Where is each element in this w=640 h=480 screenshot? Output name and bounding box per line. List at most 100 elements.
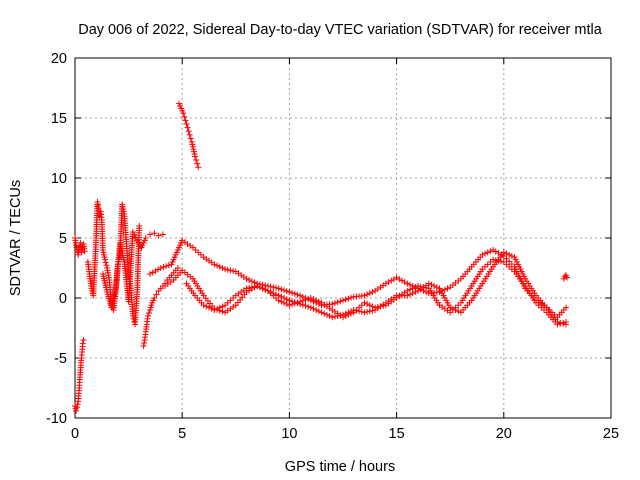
data-point xyxy=(366,308,373,315)
data-point xyxy=(214,262,221,269)
data-point xyxy=(340,311,346,318)
data-point xyxy=(216,263,223,270)
data-point xyxy=(182,117,189,124)
data-point xyxy=(564,274,571,281)
data-point xyxy=(159,231,166,238)
data-point xyxy=(94,199,101,205)
data-point xyxy=(74,401,81,408)
data-point xyxy=(425,280,432,287)
data-point xyxy=(79,340,86,347)
data-point xyxy=(297,292,304,299)
data-point xyxy=(140,343,147,349)
data-point xyxy=(412,289,419,295)
data-point xyxy=(185,128,192,135)
data-point xyxy=(393,274,400,281)
x-tick-label: 15 xyxy=(389,426,405,442)
data-point xyxy=(224,266,231,273)
data-point xyxy=(340,297,346,304)
data-point xyxy=(144,313,151,319)
data-point xyxy=(307,304,314,311)
data-point xyxy=(291,299,298,306)
data-point xyxy=(275,285,282,292)
data-point xyxy=(102,256,109,263)
data-point xyxy=(131,231,138,238)
y-tick-label: 0 xyxy=(59,291,67,307)
data-point xyxy=(345,295,352,302)
data-point xyxy=(348,308,355,315)
data-point xyxy=(428,281,435,288)
data-point xyxy=(342,310,349,317)
data-point xyxy=(80,337,87,343)
data-point xyxy=(329,314,336,321)
data-point xyxy=(281,287,288,294)
data-point xyxy=(145,310,152,316)
data-point xyxy=(396,276,403,283)
data-point xyxy=(356,308,363,315)
data-point xyxy=(492,248,499,255)
data-point xyxy=(270,284,277,291)
data-point xyxy=(310,296,317,303)
data-point xyxy=(361,299,368,306)
data-point xyxy=(503,255,510,262)
data-point xyxy=(331,313,338,320)
data-point xyxy=(305,303,312,310)
data-point xyxy=(129,229,136,235)
data-point xyxy=(251,283,258,290)
data-point xyxy=(141,340,148,346)
data-point xyxy=(165,262,172,269)
data-point xyxy=(390,276,397,283)
data-point xyxy=(326,313,333,319)
data-point xyxy=(305,295,312,302)
data-point xyxy=(508,253,515,259)
data-point xyxy=(310,305,317,312)
data-point xyxy=(369,307,376,314)
data-point xyxy=(132,234,139,241)
x-axis-label: GPS time / hours xyxy=(285,459,395,475)
data-point xyxy=(452,307,459,313)
data-point xyxy=(264,287,271,294)
data-point xyxy=(299,301,306,308)
chart-title: Day 006 of 2022, Sidereal Day-to-day VTE… xyxy=(78,22,602,38)
data-point xyxy=(155,232,162,239)
data-point xyxy=(270,290,277,297)
data-point xyxy=(102,259,109,266)
data-point xyxy=(366,302,373,309)
data-point xyxy=(151,295,158,301)
data-point xyxy=(315,308,322,315)
data-point xyxy=(350,307,357,313)
data-point xyxy=(81,248,88,255)
data-point xyxy=(248,284,255,291)
data-point xyxy=(129,313,136,319)
data-point xyxy=(447,304,454,311)
data-point xyxy=(490,247,497,253)
data-point xyxy=(230,268,237,274)
data-point xyxy=(155,266,162,273)
axis-ticks: 0 5 10 15 20 25 -10 -5 0 5 10 15 20 xyxy=(46,51,619,442)
data-point xyxy=(484,249,491,256)
data-point xyxy=(345,309,352,316)
data-point xyxy=(337,312,344,319)
data-point xyxy=(334,313,341,319)
data-point xyxy=(321,310,328,317)
data-point xyxy=(246,277,253,283)
data-point xyxy=(329,301,336,307)
x-tick-label: 25 xyxy=(603,426,619,442)
data-point xyxy=(160,264,167,271)
data-point xyxy=(348,294,355,301)
data-point xyxy=(283,288,290,295)
data-point xyxy=(315,298,322,305)
data-point xyxy=(219,265,226,271)
data-point xyxy=(404,280,411,287)
data-point xyxy=(291,290,298,297)
data-point xyxy=(557,319,564,326)
data-point xyxy=(487,248,494,255)
data-point xyxy=(211,307,218,313)
data-point xyxy=(273,284,279,291)
data-point xyxy=(267,283,274,290)
data-point xyxy=(364,301,371,307)
data-point xyxy=(482,250,489,257)
data-point xyxy=(273,291,279,298)
data-point xyxy=(174,265,181,271)
data-point xyxy=(222,266,229,273)
